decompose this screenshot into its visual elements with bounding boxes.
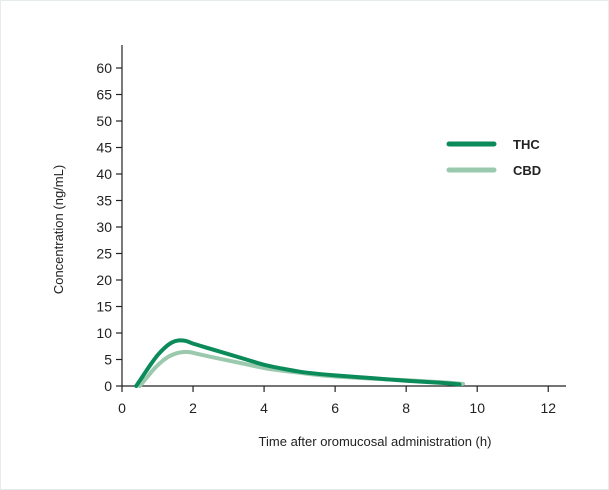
y-axis-ticks: 0 5 10 15 20 25 30 35 40 45 50 65 60 xyxy=(96,60,122,394)
legend-label-cbd: CBD xyxy=(513,163,541,178)
plot-area: 0 5 10 15 20 25 30 35 40 45 50 65 60 0 2 4 6 8 10 12 Conce… xyxy=(19,19,592,471)
y-tick-label: 50 xyxy=(96,113,112,129)
x-tick-label: 0 xyxy=(118,400,126,416)
y-tick-label: 20 xyxy=(96,272,112,288)
y-tick-label: 30 xyxy=(96,219,112,235)
y-tick-label: 40 xyxy=(96,166,112,182)
y-tick-label: 10 xyxy=(96,325,112,341)
legend: THC CBD xyxy=(446,137,541,178)
x-tick-label: 2 xyxy=(189,400,197,416)
legend-label-thc: THC xyxy=(513,137,540,152)
y-tick-label: 65 xyxy=(96,87,112,103)
x-axis-title: Time after oromucosal administration (h) xyxy=(259,434,492,449)
x-tick-label: 8 xyxy=(402,400,410,416)
y-tick-label: 15 xyxy=(96,299,112,315)
x-tick-label: 10 xyxy=(469,400,485,416)
y-axis-title: Concentration (ng/mL) xyxy=(51,165,66,294)
x-axis-ticks: 0 2 4 6 8 10 12 xyxy=(118,386,556,416)
y-tick-label: 25 xyxy=(96,246,112,262)
concentration-chart: 0 5 10 15 20 25 30 35 40 45 50 65 60 0 2 4 6 8 10 12 Conce… xyxy=(51,45,566,449)
y-tick-label: 35 xyxy=(96,193,112,209)
x-tick-label: 12 xyxy=(540,400,556,416)
x-tick-label: 6 xyxy=(331,400,339,416)
y-tick-label: 0 xyxy=(104,378,112,394)
y-tick-label: 45 xyxy=(96,140,112,156)
y-tick-label: 5 xyxy=(104,352,112,368)
y-tick-label: 60 xyxy=(96,60,112,76)
x-tick-label: 4 xyxy=(260,400,268,416)
series-line-thc xyxy=(134,338,462,388)
series-lines xyxy=(134,338,465,388)
